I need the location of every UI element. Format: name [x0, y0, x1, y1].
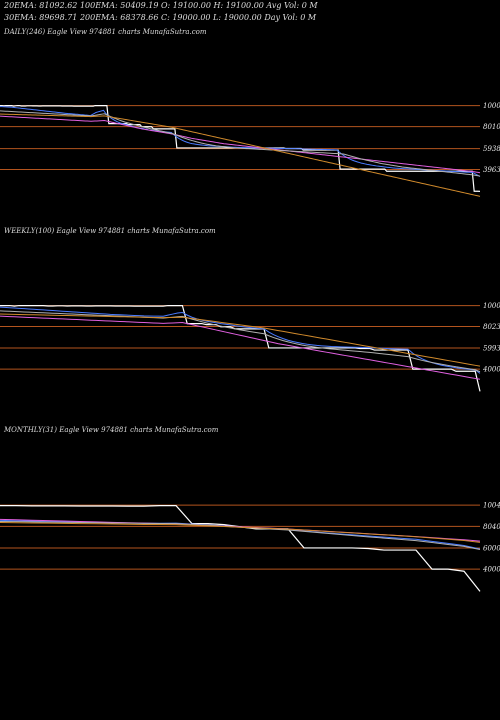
monthly-plot: 1004 8040 6000 4000 [0, 502, 500, 592]
weekly-series-ema_gray [0, 310, 481, 373]
weekly-tick-label-1: 8023 [483, 323, 500, 331]
daily-plot: 10000 8010 5938 3963 [0, 102, 500, 197]
daily-panel: DAILY(246) Eagle View 974881 charts Muna… [0, 28, 500, 197]
weekly-tick-label-2: 5993 [483, 345, 500, 353]
daily-series-ema_blue [0, 106, 481, 177]
header-ema-line-2: 30EMA: 89698.71 200EMA: 68378.66 C: 1900… [4, 13, 317, 22]
weekly-panel-title: WEEKLY(100) Eagle View 974881 charts Mun… [4, 227, 216, 235]
monthly-series-ema_gray [0, 520, 481, 551]
weekly-tick-label-3: 4000 [482, 366, 500, 374]
daily-tick-label-2: 5938 [483, 145, 500, 153]
monthly-series-price [0, 504, 481, 592]
monthly-tick-label-0: 1004 [483, 502, 500, 510]
monthly-tick-label-3: 4000 [482, 566, 500, 574]
daily-series-ema_gray [0, 110, 481, 177]
monthly-tick-label-2: 6000 [483, 544, 500, 552]
monthly-tick-label-1: 8040 [483, 523, 500, 531]
weekly-tick-label-0: 1000 [483, 302, 500, 310]
weekly-series-ema_blue [0, 306, 481, 374]
daily-panel-title: DAILY(246) Eagle View 974881 charts Muna… [3, 28, 207, 36]
daily-tick-label-0: 10000 [483, 102, 500, 110]
weekly-series-price [0, 304, 481, 392]
daily-series-ema_orange [0, 113, 481, 197]
weekly-plot: 1000 8023 5993 4000 [0, 302, 500, 392]
weekly-series-ema_orange [0, 313, 481, 367]
monthly-panel: MONTHLY(31) Eagle View 974881 charts Mun… [0, 426, 500, 592]
daily-series-ema_magenta [0, 115, 481, 174]
daily-tick-label-1: 8010 [483, 123, 500, 131]
daily-tick-label-3: 3963 [483, 166, 500, 174]
monthly-series-ema_orange [0, 522, 481, 543]
header-ema-line-1: 20EMA: 81092.62 100EMA: 50409.19 O: 1910… [3, 1, 318, 10]
weekly-series-ema_magenta [0, 315, 481, 380]
weekly-panel: WEEKLY(100) Eagle View 974881 charts Mun… [0, 227, 500, 392]
monthly-series-ema_blue [0, 519, 481, 550]
monthly-panel-title: MONTHLY(31) Eagle View 974881 charts Mun… [3, 426, 219, 434]
